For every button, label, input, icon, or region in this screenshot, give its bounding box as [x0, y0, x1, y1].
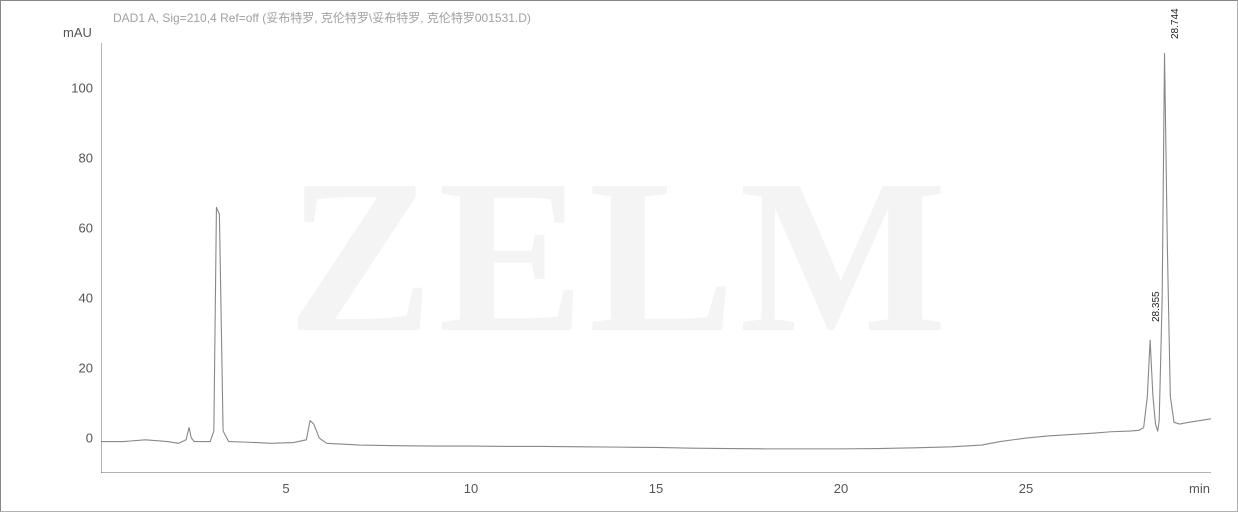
x-tick-label: 5 [282, 481, 289, 496]
y-tick-label: 60 [53, 221, 93, 236]
peak-label: 28.355 [1151, 292, 1162, 323]
x-tick-label: 15 [649, 481, 663, 496]
x-axis-unit-label: min [1189, 481, 1210, 496]
y-axis-unit-label: mAU [63, 25, 92, 40]
chromatogram-svg [101, 43, 1211, 473]
y-tick-label: 80 [53, 151, 93, 166]
y-tick-label: 20 [53, 361, 93, 376]
peak-label: 28.744 [1170, 8, 1181, 39]
chart-title: DAD1 A, Sig=210,4 Ref=off (妥布特罗, 克伦特罗\妥布… [113, 9, 531, 26]
y-tick-label: 100 [53, 81, 93, 96]
x-tick-label: 10 [464, 481, 478, 496]
chromatogram-trace [101, 53, 1211, 448]
plot-area [101, 43, 1211, 473]
y-tick-label: 0 [53, 431, 93, 446]
chromatogram-frame: ZELM DAD1 A, Sig=210,4 Ref=off (妥布特罗, 克伦… [0, 0, 1238, 512]
y-tick-label: 40 [53, 291, 93, 306]
x-tick-label: 25 [1019, 481, 1033, 496]
x-tick-label: 20 [834, 481, 848, 496]
